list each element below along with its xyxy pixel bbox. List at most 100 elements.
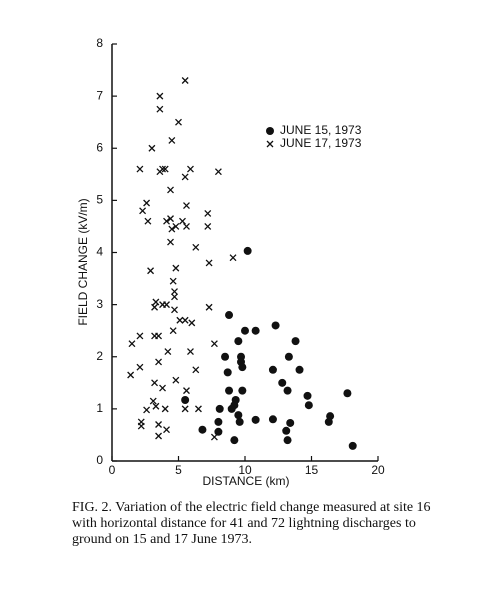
- dot-point: [271, 321, 280, 330]
- x-point: [143, 406, 151, 414]
- dot-point: [214, 417, 223, 426]
- x-point: [205, 259, 213, 267]
- dot-point: [181, 396, 190, 405]
- x-point: [136, 332, 144, 340]
- dot-point: [282, 426, 291, 435]
- dot-point: [225, 386, 234, 395]
- dot-point: [230, 436, 239, 445]
- x-point: [192, 366, 200, 374]
- x-tick-label: 20: [371, 463, 385, 477]
- x-point: [155, 358, 163, 366]
- x-point: [181, 77, 189, 84]
- y-axis-label: FIELD CHANGE (kV/m): [76, 198, 90, 325]
- x-point: [127, 371, 135, 379]
- x-point: [159, 384, 166, 392]
- chart: DISTANCE (km) FIELD CHANGE (kV/m) 0 1 2 3 4 5…: [76, 36, 385, 488]
- dot-point: [304, 401, 313, 410]
- x-point: [169, 277, 177, 285]
- x-point: [163, 301, 170, 309]
- x-point: [169, 327, 177, 335]
- y-tick-label: 7: [96, 88, 103, 102]
- x-point: [144, 217, 152, 225]
- x-point: [151, 303, 159, 311]
- x-point: [156, 105, 164, 113]
- dot-point: [278, 378, 287, 387]
- x-point: [194, 405, 202, 413]
- dot-point: [235, 417, 244, 426]
- y-tick-label: 0: [96, 453, 103, 467]
- x-point: [183, 202, 190, 210]
- x-point: [168, 136, 176, 144]
- x-point: [210, 433, 218, 441]
- dot-point: [198, 425, 207, 434]
- dot-point: [251, 326, 260, 335]
- x-point: [151, 379, 159, 387]
- x-point: [181, 405, 189, 413]
- x-point: [168, 225, 176, 233]
- y-tick-label: 4: [96, 245, 103, 259]
- y-tick-label: 3: [96, 297, 103, 311]
- x-point: [183, 222, 190, 230]
- dot-point: [238, 363, 247, 372]
- x-point: [163, 217, 170, 225]
- y-tick-label: 5: [96, 193, 103, 207]
- x-point: [175, 118, 182, 126]
- x-point: [136, 165, 144, 173]
- x-point: [172, 264, 180, 272]
- x-point: [179, 217, 186, 225]
- x-point: [181, 173, 189, 181]
- dot-point: [238, 386, 247, 395]
- dot-point: [223, 368, 232, 377]
- x-point: [167, 186, 174, 194]
- dot-point: [266, 127, 274, 135]
- x-tick-label: 10: [238, 463, 252, 477]
- x-point: [152, 402, 160, 410]
- x-point: [187, 165, 194, 173]
- x-point: [205, 303, 213, 311]
- y-tick-label: 8: [96, 36, 103, 50]
- x-point: [136, 363, 144, 371]
- dot-point: [268, 365, 277, 374]
- x-point: [171, 288, 178, 296]
- x-tick-label: 5: [175, 463, 182, 477]
- x-point: [210, 340, 218, 348]
- dot-point: [324, 417, 333, 426]
- x-point: [214, 168, 222, 176]
- x-point: [137, 422, 145, 430]
- x-point: [161, 165, 169, 173]
- x-point: [176, 316, 184, 324]
- x-point: [171, 306, 178, 314]
- x-point: [147, 267, 155, 275]
- dot-point: [343, 389, 352, 398]
- x-tick-label: 15: [305, 463, 319, 477]
- x-point: [163, 426, 170, 434]
- x-point: [167, 238, 174, 246]
- legend-label: JUNE 15, 1973: [280, 123, 362, 137]
- dot-point: [227, 404, 236, 413]
- dot-point: [283, 386, 292, 395]
- x-point: [266, 140, 274, 148]
- x-point: [204, 222, 212, 230]
- caption: FIG. 2. Variation of the electric field …: [72, 500, 431, 547]
- dot-point: [291, 337, 300, 346]
- dot-point: [215, 404, 224, 413]
- x-tick-label: 0: [109, 463, 116, 477]
- dot-point: [283, 436, 292, 445]
- x-point: [187, 348, 194, 355]
- dot-point: [241, 326, 249, 335]
- x-point: [167, 215, 174, 223]
- dot-point: [303, 391, 312, 400]
- x-point: [148, 144, 156, 152]
- x-point: [161, 405, 169, 413]
- dot-point: [348, 441, 357, 450]
- x-point: [229, 254, 237, 262]
- x-point: [139, 207, 147, 215]
- x-point: [172, 222, 180, 230]
- dot-point: [221, 352, 230, 361]
- dot-point: [268, 415, 277, 424]
- dot-point: [214, 427, 223, 436]
- dot-point: [286, 418, 295, 427]
- x-point: [149, 397, 157, 405]
- x-point: [128, 340, 136, 348]
